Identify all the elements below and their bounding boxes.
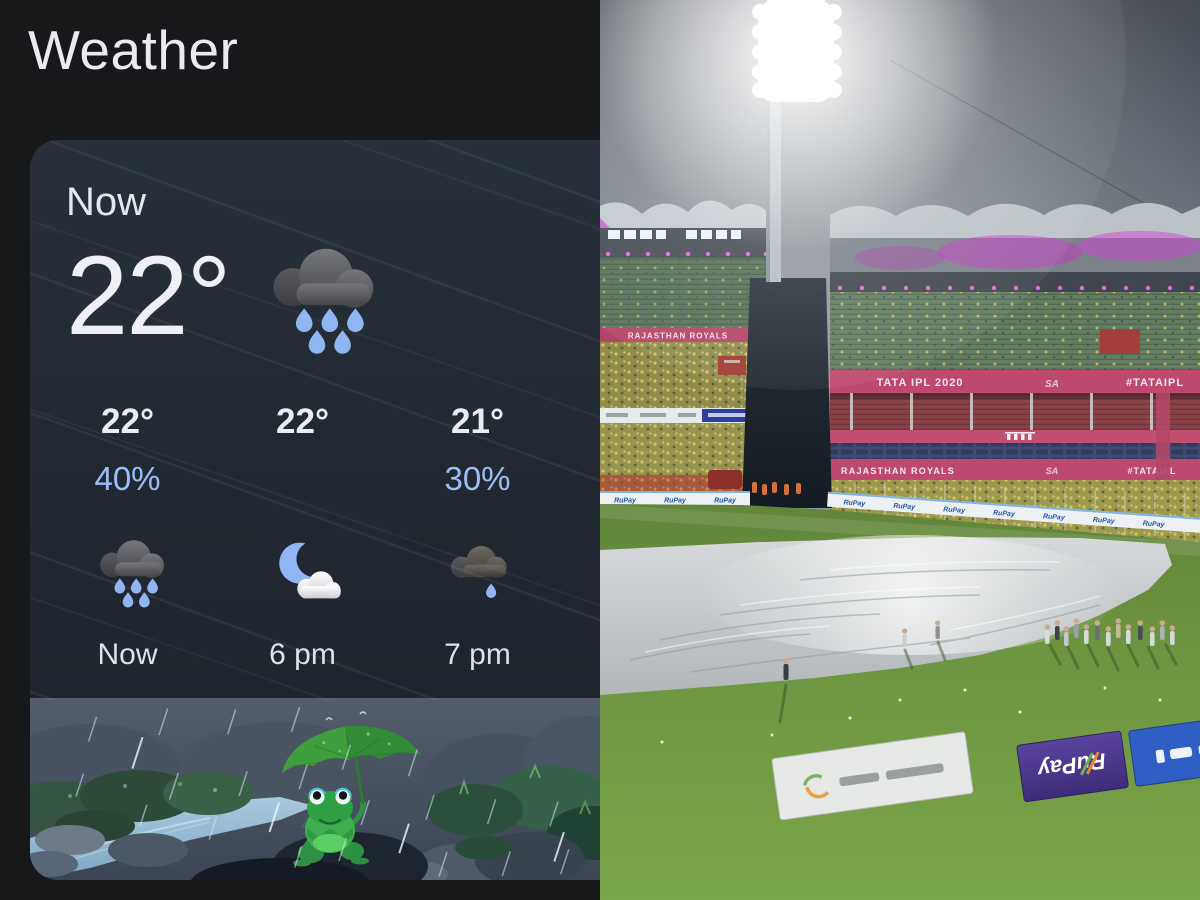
red-sign: [1100, 330, 1140, 354]
hourly-time: Now: [97, 638, 158, 671]
hourly-temp: 22°: [276, 402, 329, 441]
boundary-boards-left: RuPay RuPay RuPay: [600, 491, 750, 506]
rupay-board-text: RuPay: [614, 498, 637, 505]
hourly-item-7pm: 21° 30% 7 pm: [390, 402, 565, 672]
moon-behind-cloud-icon: [262, 532, 344, 614]
ground-mat-blue: [1128, 712, 1200, 787]
rupay-board-text: RuPay: [664, 498, 687, 505]
ground-staff-orange: [752, 482, 801, 495]
banner-text-hashtag: #TATAIPL: [1126, 377, 1184, 389]
rupay-board-text: RuPay: [1142, 520, 1165, 529]
ground-staff-group: [778, 618, 1178, 724]
weather-card[interactable]: Now 22° 22° 40% Now 22°: [30, 140, 600, 880]
rupay-board-text: RuPay: [1043, 513, 1066, 522]
pitch-covers: [600, 535, 1172, 695]
hourly-time: 6 pm: [269, 638, 336, 671]
heavy-rain-icon: [253, 236, 381, 364]
banner-text-rajasthan-royals: RAJASTHAN ROYALS: [841, 466, 955, 476]
tier3-banner: [830, 459, 1200, 480]
now-label: Now: [66, 180, 147, 224]
rupay-board-text: RuPay: [1093, 517, 1116, 526]
hourly-precip: 40%: [94, 460, 161, 497]
frog-rain-illustration: [30, 648, 600, 880]
heavy-rain-icon: [87, 532, 169, 614]
stadium-photo: TATA IPL 2020 SA #TATAIPL: [600, 0, 1200, 900]
rr-logo: SA: [1046, 466, 1059, 476]
hourly-time: 7 pm: [444, 638, 511, 671]
hourly-temp: 21°: [451, 402, 504, 441]
rain-streaks: [73, 648, 570, 877]
red-cart: [708, 470, 742, 489]
ground-mat-white: [771, 731, 974, 821]
boundary-boards-right: RuPay RuPay RuPay RuPay RuPay RuPay RuPa…: [827, 491, 1200, 534]
cloud-light-rain-icon: [437, 532, 519, 614]
banner-text-hashtag: #TATAIPL: [1128, 466, 1177, 476]
current-temperature: 22°: [66, 233, 231, 359]
hourly-precip: 30%: [444, 460, 511, 497]
hourly-item-6pm: 22° 6 pm: [215, 402, 390, 672]
rupay-board-text: RuPay: [714, 498, 737, 505]
rupay-board-text: RuPay: [993, 510, 1016, 519]
page-title: Weather: [28, 19, 239, 81]
ground-mat-rupay: RuPay: [1016, 730, 1129, 803]
rr-logo: SA: [1045, 379, 1059, 390]
rupay-board-text: RuPay: [893, 503, 916, 512]
hourly-temp: 22°: [101, 402, 154, 441]
hourly-forecast: 22° 40% Now 22° 6 pm 21°: [40, 402, 580, 672]
leaf-umbrella: [281, 725, 421, 774]
tier1-banner: [830, 370, 1200, 393]
frog-character: [281, 711, 421, 867]
weather-app: Weather Now 22° 22° 40% Now: [28, 19, 600, 880]
hourly-item-now: 22° 40% Now: [40, 402, 215, 672]
hindi-banner-text: [1005, 432, 1035, 440]
current-conditions: 22°: [66, 228, 381, 364]
rupay-board-text: RuPay: [843, 499, 866, 508]
banner-text-tata-ipl: TATA IPL 2020: [877, 377, 964, 389]
grass-specks: [660, 686, 1162, 744]
rupay-board-text: RuPay: [943, 506, 966, 515]
